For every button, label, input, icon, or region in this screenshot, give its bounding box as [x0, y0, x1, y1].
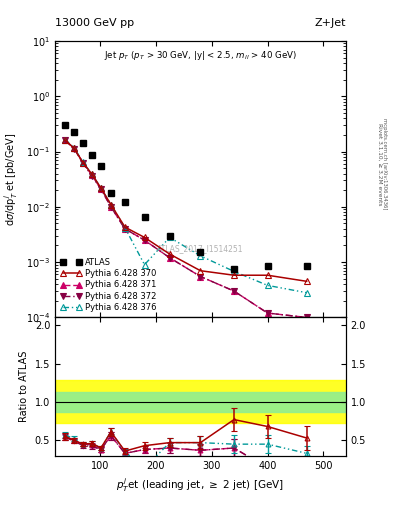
- Pythia 6.428 371: [167, 254, 172, 261]
- ATLAS: [108, 189, 113, 196]
- Pythia 6.428 372: [231, 288, 236, 294]
- ATLAS: [167, 232, 172, 239]
- Pythia 6.428 376: [167, 234, 172, 241]
- Pythia 6.428 370: [108, 202, 113, 208]
- Pythia 6.428 376: [108, 202, 113, 208]
- Pythia 6.428 372: [304, 314, 309, 321]
- Pythia 6.428 371: [63, 137, 68, 143]
- ATLAS: [81, 140, 85, 146]
- Pythia 6.428 371: [90, 173, 94, 179]
- Pythia 6.428 370: [304, 278, 309, 284]
- Pythia 6.428 370: [63, 137, 68, 143]
- Pythia 6.428 371: [265, 310, 270, 316]
- Line: Pythia 6.428 371: Pythia 6.428 371: [62, 138, 309, 320]
- Text: ATLAS_2017_I1514251: ATLAS_2017_I1514251: [157, 244, 244, 253]
- ATLAS: [198, 249, 203, 255]
- Pythia 6.428 376: [99, 185, 103, 191]
- Line: Pythia 6.428 370: Pythia 6.428 370: [62, 138, 309, 284]
- ATLAS: [123, 199, 127, 205]
- Line: Pythia 6.428 376: Pythia 6.428 376: [62, 137, 309, 295]
- Pythia 6.428 376: [198, 253, 203, 259]
- Legend: ATLAS, Pythia 6.428 370, Pythia 6.428 371, Pythia 6.428 372, Pythia 6.428 376: ATLAS, Pythia 6.428 370, Pythia 6.428 37…: [59, 257, 158, 313]
- Pythia 6.428 372: [63, 137, 68, 143]
- Text: Z+Jet: Z+Jet: [314, 18, 346, 28]
- Pythia 6.428 370: [142, 234, 147, 241]
- Pythia 6.428 372: [123, 226, 127, 232]
- Pythia 6.428 376: [63, 137, 68, 143]
- X-axis label: $p_T^j$et (leading jet, $\geq$ 2 jet) [GeV]: $p_T^j$et (leading jet, $\geq$ 2 jet) [G…: [116, 476, 285, 494]
- Text: Rivet 3.1.10, ≥ 3.2M events: Rivet 3.1.10, ≥ 3.2M events: [377, 122, 382, 205]
- Pythia 6.428 376: [90, 171, 94, 177]
- Y-axis label: d$\sigma$/dp$_T^j$ et [pb/GeV]: d$\sigma$/dp$_T^j$ et [pb/GeV]: [3, 133, 20, 226]
- Pythia 6.428 372: [81, 160, 85, 166]
- Pythia 6.428 370: [231, 272, 236, 279]
- Pythia 6.428 370: [167, 251, 172, 257]
- Pythia 6.428 370: [198, 268, 203, 274]
- Pythia 6.428 371: [123, 226, 127, 232]
- ATLAS: [90, 153, 94, 159]
- Pythia 6.428 372: [90, 173, 94, 179]
- Pythia 6.428 371: [142, 237, 147, 243]
- Pythia 6.428 376: [265, 282, 270, 288]
- Pythia 6.428 376: [142, 262, 147, 268]
- ATLAS: [63, 122, 68, 128]
- Pythia 6.428 370: [123, 224, 127, 230]
- Line: Pythia 6.428 372: Pythia 6.428 372: [62, 138, 309, 320]
- Pythia 6.428 370: [81, 160, 85, 166]
- Pythia 6.428 370: [99, 185, 103, 191]
- Pythia 6.428 371: [81, 160, 85, 166]
- ATLAS: [265, 263, 270, 269]
- Pythia 6.428 376: [81, 159, 85, 165]
- Pythia 6.428 372: [198, 273, 203, 280]
- ATLAS: [142, 214, 147, 220]
- Pythia 6.428 371: [198, 273, 203, 280]
- Pythia 6.428 370: [72, 145, 76, 151]
- ATLAS: [72, 129, 76, 135]
- Pythia 6.428 371: [304, 314, 309, 321]
- Y-axis label: Ratio to ATLAS: Ratio to ATLAS: [19, 351, 29, 422]
- Pythia 6.428 371: [231, 288, 236, 294]
- Pythia 6.428 372: [265, 310, 270, 316]
- Pythia 6.428 372: [99, 186, 103, 192]
- Pythia 6.428 371: [99, 186, 103, 192]
- Text: Jet $p_T$ ($p_T$ > 30 GeV, |y| < 2.5, $m_{ll}$ > 40 GeV): Jet $p_T$ ($p_T$ > 30 GeV, |y| < 2.5, $m…: [104, 49, 297, 62]
- ATLAS: [99, 163, 103, 169]
- Pythia 6.428 371: [72, 145, 76, 151]
- Text: 13000 GeV pp: 13000 GeV pp: [55, 18, 134, 28]
- ATLAS: [231, 266, 236, 272]
- Text: mcplots.cern.ch [arXiv:1306.3436]: mcplots.cern.ch [arXiv:1306.3436]: [382, 118, 387, 209]
- ATLAS: [304, 263, 309, 269]
- Pythia 6.428 372: [108, 204, 113, 210]
- Pythia 6.428 372: [167, 254, 172, 261]
- Pythia 6.428 371: [108, 204, 113, 210]
- Pythia 6.428 376: [123, 225, 127, 231]
- Pythia 6.428 370: [265, 272, 270, 279]
- Pythia 6.428 372: [72, 145, 76, 152]
- Pythia 6.428 370: [90, 171, 94, 177]
- Line: ATLAS: ATLAS: [62, 122, 310, 272]
- Pythia 6.428 372: [142, 237, 147, 243]
- Pythia 6.428 376: [72, 144, 76, 151]
- Pythia 6.428 376: [304, 290, 309, 296]
- Pythia 6.428 376: [231, 268, 236, 274]
